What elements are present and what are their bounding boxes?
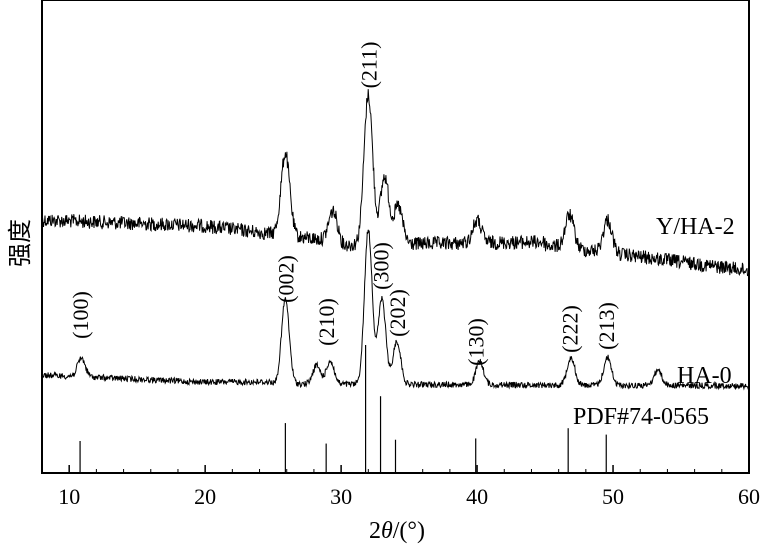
series-ha0-curve xyxy=(41,229,750,391)
plot-frame xyxy=(41,0,750,474)
peak-label: (222) xyxy=(558,305,583,353)
series-label-yha2: Y/HA-2 xyxy=(656,214,735,240)
peak-label: (211) xyxy=(356,42,381,89)
series-label-pdf: PDF#74-0565 xyxy=(573,404,709,430)
series-yha2-curve xyxy=(41,89,750,277)
peak-label: (300) xyxy=(369,242,394,290)
y-axis-title: 强度 xyxy=(7,219,34,267)
x-tick-label: 40 xyxy=(466,484,488,509)
x-tick-label: 50 xyxy=(602,484,624,509)
peak-label: (202) xyxy=(385,289,410,337)
x-tick-label: 20 xyxy=(194,484,216,509)
peak-label: (213) xyxy=(594,302,619,350)
x-axis-title: 2θ/(°) xyxy=(369,518,425,544)
x-tick-label: 10 xyxy=(58,484,80,509)
x-tick-label: 60 xyxy=(738,484,760,509)
peak-label: (002) xyxy=(273,255,298,303)
peak-label: (130) xyxy=(464,318,489,366)
peak-label: (100) xyxy=(68,291,93,339)
peak-label: (210) xyxy=(314,298,339,346)
x-tick-label: 30 xyxy=(330,484,352,509)
series-label-ha0: HA-0 xyxy=(677,363,732,389)
